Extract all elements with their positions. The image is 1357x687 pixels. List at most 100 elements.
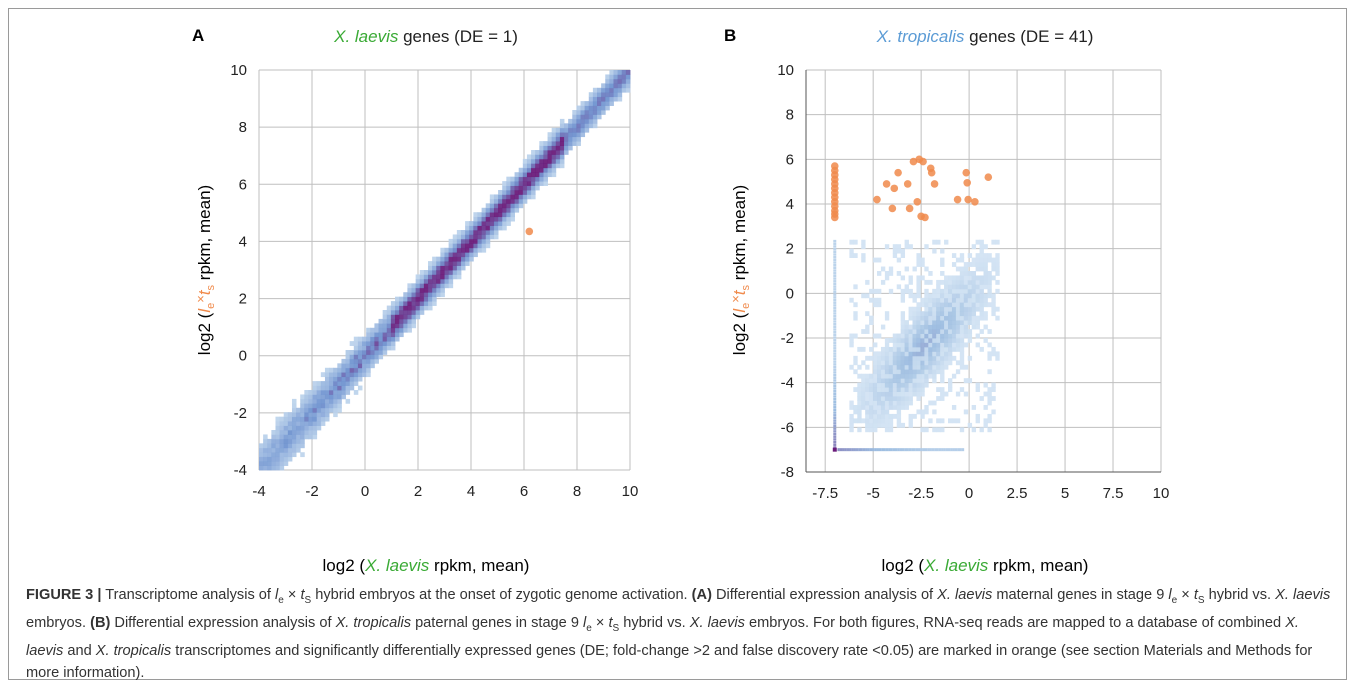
- panel-a-density-cell: [287, 430, 293, 435]
- panel-a-density-cell: [370, 341, 375, 346]
- panel-b-density-cell: [979, 288, 984, 294]
- panel-a-density-cell: [460, 238, 466, 244]
- panel-a-density-cell: [312, 385, 318, 391]
- panel-b-density-cell: [873, 288, 878, 294]
- panel-a-density-cell: [584, 114, 590, 120]
- panel-b-density-cell: [865, 355, 870, 361]
- panel-a-density-cell: [448, 261, 454, 266]
- panel-a-density-cell: [465, 252, 470, 258]
- panel-b-density-cell: [916, 391, 921, 397]
- panel-a-ytick-label: 0: [239, 348, 247, 365]
- caption-segment: and: [63, 642, 96, 659]
- panel-a-density-cell: [518, 203, 524, 209]
- panel-a-density-cell: [452, 243, 458, 249]
- panel-a-density-cell: [460, 243, 466, 249]
- panel-b-density-cell: [849, 405, 854, 410]
- panel-a-density-cell: [502, 190, 507, 195]
- panel-a-density-cell: [555, 141, 561, 146]
- panel-a-density-cell: [312, 434, 318, 440]
- panel-b-density-cell: [880, 413, 886, 419]
- panel-b-density-cell: [955, 293, 961, 299]
- panel-b-density-cell: [963, 271, 969, 276]
- panel-a-density-cell: [386, 323, 392, 329]
- panel-b-density-cell: [892, 338, 898, 343]
- panel-a-density-cell: [436, 256, 441, 262]
- panel-b-density-cell: [908, 413, 913, 419]
- panel-b-density-cell: [900, 275, 906, 281]
- panel-a-density-cell: [469, 256, 474, 262]
- panel-b-density-cell: [932, 409, 937, 415]
- panel-b-density-cell: [908, 382, 913, 388]
- panel-a-density-cell: [263, 461, 268, 466]
- panel-b-density-cell: [865, 329, 870, 334]
- panel-a-density-cell: [452, 234, 458, 240]
- panel-a-density-cell: [477, 230, 482, 235]
- panel-a-density-cell: [510, 203, 515, 209]
- panel-b-strip-vertical-cell: [833, 336, 837, 339]
- panel-b-density-cell: [849, 418, 854, 424]
- panel-b-strip-horizontal-cell: [945, 448, 949, 452]
- panel-b-density-cell: [936, 333, 941, 339]
- panel-b-density-cell: [908, 373, 913, 379]
- panel-b-density-cell: [928, 364, 933, 370]
- panel-b-density-cell: [951, 253, 957, 258]
- panel-a-density-cell: [390, 327, 396, 333]
- panel-a-density-cell: [337, 390, 342, 395]
- panel-b-density-cell: [924, 266, 929, 272]
- panel-b-density-cell: [948, 333, 953, 339]
- panel-a-density-cell: [452, 247, 458, 253]
- panel-b-density-cell: [940, 279, 945, 285]
- panel-b-density-cell: [975, 324, 980, 330]
- panel-a-density-cell: [283, 438, 289, 444]
- panel-b-density-cell: [908, 293, 913, 299]
- panel-b-strip-vertical-cell: [833, 277, 837, 280]
- panel-b-title-species: X. tropicalis: [876, 27, 965, 46]
- panel-b-density-cell: [967, 302, 973, 308]
- panel-b-density-cell: [944, 315, 949, 321]
- panel-b-strip-horizontal-cell: [890, 448, 893, 452]
- panel-a-density-cell: [444, 270, 450, 275]
- panel-b-density-cell: [877, 351, 882, 357]
- panel-a-density-cell: [312, 398, 318, 404]
- panel-b-density-cell: [896, 333, 902, 339]
- panel-a-density-cell: [592, 118, 598, 124]
- panel-b-density-cell: [920, 338, 925, 343]
- panel-b-strip-vertical-cell: [833, 432, 837, 436]
- panel-b-density-cell: [916, 284, 921, 290]
- panel-b-density-cell: [959, 346, 965, 352]
- panel-b-density-cell: [979, 293, 984, 299]
- panel-a-density-cell: [555, 158, 561, 164]
- panel-a-density-cell: [444, 278, 450, 284]
- panel-a-density-cell: [539, 158, 544, 164]
- panel-a-density-cell: [362, 358, 367, 364]
- figure-panels: A X. laevis genes (DE = 1) -4 -2 0 2 4 6 8 10-4…: [192, 26, 1169, 575]
- panel-b-density-cell: [884, 311, 890, 317]
- panel-b-density-cell: [865, 409, 870, 415]
- panel-b-density-cell: [916, 338, 921, 343]
- panel-b-density-cell: [888, 364, 894, 370]
- panel-b-density-cell: [900, 248, 906, 254]
- panel-b-density-cell: [873, 382, 878, 388]
- panel-b-strip-vertical-cell: [833, 403, 837, 406]
- panel-b-density-cell: [896, 396, 902, 401]
- panel-a-density-cell: [440, 256, 445, 262]
- panel-a-density-cell: [601, 83, 606, 89]
- panel-a-density-cell: [300, 430, 305, 435]
- panel-b-density-cell: [963, 324, 969, 330]
- panel-b-density-cell: [900, 329, 906, 334]
- panel-b-density-cell: [873, 297, 878, 303]
- panel-b-density-cell: [873, 391, 878, 397]
- panel-b-de-point: [964, 195, 972, 204]
- panel-a-density-cell: [543, 176, 548, 182]
- panel-a-density-cell: [522, 167, 528, 173]
- panel-a-density-cell: [296, 421, 301, 426]
- panel-b-density-cell: [924, 405, 929, 410]
- panel-b-density-cell: [904, 382, 909, 388]
- panel-b-density-cell: [892, 355, 898, 361]
- panel-a-density-cell: [473, 234, 478, 240]
- panel-a-density-cell: [605, 105, 610, 111]
- panel-a-density-cell: [411, 287, 417, 293]
- panel-a-density-cell: [403, 318, 408, 324]
- panel-a-xtick-label: 8: [573, 483, 581, 500]
- panel-b-density-cell: [873, 364, 878, 370]
